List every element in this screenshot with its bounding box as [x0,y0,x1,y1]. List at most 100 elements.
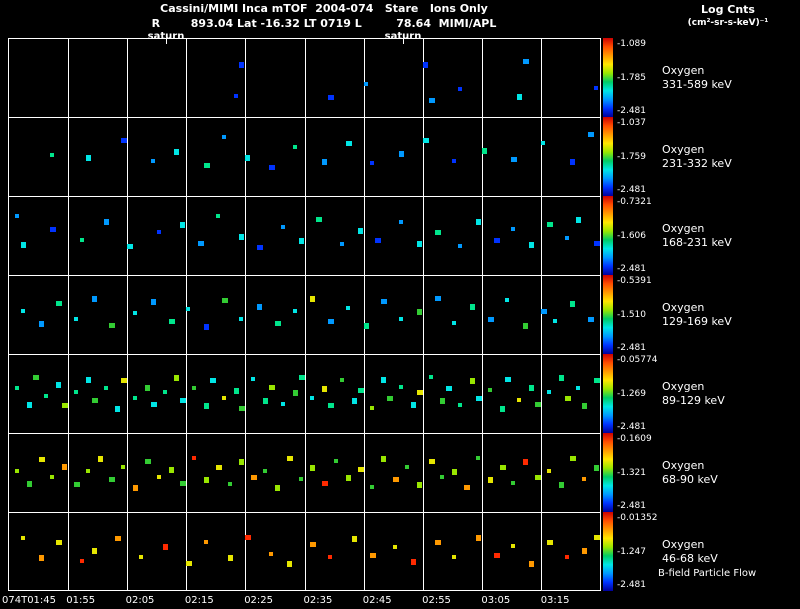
data-point [517,397,522,402]
data-point [594,378,600,384]
data-point [292,308,297,313]
gridline [68,118,70,196]
data-point [399,316,404,321]
data-point [85,376,91,383]
gridline [422,197,424,275]
gridline [304,197,306,275]
data-point [274,321,281,327]
colorbar [603,38,613,117]
data-point [233,387,239,394]
data-point [399,384,404,389]
data-point [369,553,376,559]
data-point [452,469,458,476]
plot-subtitle: R 893.04 Lat -16.32 LT 0719 L 78.64 MIMI… [151,17,497,30]
data-point [180,480,187,486]
data-point [582,476,587,481]
data-point [363,322,369,329]
time-label: 03:05 [481,595,511,606]
time-label: 02:45 [362,595,392,606]
gridline [127,513,129,590]
gridline [540,39,542,117]
data-point [50,153,55,158]
data-point [511,157,518,162]
data-point [298,237,304,244]
data-point [499,405,505,412]
data-point [56,539,63,545]
data-point [440,474,445,479]
data-point [594,534,600,540]
gridline [304,276,306,354]
panel-row-3: -0.7321 -1.606 -2.481 Oxygen 168-231 keV [0,196,800,275]
gridline [127,39,129,117]
data-point [156,229,161,234]
data-point [534,401,541,407]
gridline [186,118,188,196]
data-point [269,164,276,170]
species-name: Oxygen [662,142,705,156]
time-label: 02:55 [422,595,451,606]
species-label: Oxygen 331-589 keV [662,64,732,92]
data-point [416,308,422,315]
data-point [558,374,564,381]
data-point [505,376,512,382]
data-point [133,311,138,316]
panel-row-6: -0.1609 -1.321 -2.481 Oxygen 68-90 keV [0,433,800,512]
gridline [481,434,483,512]
data-point [381,455,387,462]
colorbar [603,433,613,512]
colorbar-max-label: -1.037 [617,118,647,128]
panel-row-7: -0.01352 -1.247 -2.481 Oxygen 46-68 keV [0,512,800,591]
colorbar-mid-label: -1.269 [617,388,647,399]
gridline [186,39,188,117]
data-point [209,378,216,384]
data-point [144,458,151,464]
species-label: Oxygen 46-68 keV [662,538,718,566]
gridline [422,39,424,117]
time-label: 074T01:45 [2,595,57,606]
data-point [546,390,551,395]
data-point [511,226,516,231]
data-point [310,295,316,302]
data-point [192,455,197,460]
data-point [91,547,97,554]
data-point [38,457,45,463]
gridline [304,434,306,512]
data-point [310,395,315,400]
data-point [103,218,109,225]
data-point [576,216,582,223]
gridline [245,39,247,117]
colorbar-max-label: -0.1609 [617,434,652,444]
data-point [221,395,226,400]
data-point [257,304,263,311]
data-point [127,243,134,249]
gridline [186,355,188,433]
data-point [475,395,482,401]
data-point [399,220,404,225]
data-point [121,137,128,143]
data-point [74,316,78,321]
data-point [393,476,400,482]
data-point [357,228,363,235]
data-point [186,560,193,566]
panel-row-5: -0.05774 -1.269 -2.481 Oxygen 89-129 keV [0,354,800,433]
data-point [121,378,128,384]
time-label: 02:25 [244,595,274,606]
gridline [481,197,483,275]
data-point [339,242,344,247]
data-point [416,390,423,396]
gridline [422,118,424,196]
data-point [74,482,80,488]
data-point [20,308,25,313]
data-panel-4 [8,275,601,354]
species-label: Oxygen 168-231 keV [662,222,732,250]
data-point [594,465,600,472]
data-point [375,237,382,243]
data-point [115,405,121,412]
gridline [363,513,365,590]
data-point [381,376,387,383]
colorbar-min-label: -2.481 [617,343,647,353]
data-point [322,158,328,165]
gridline [68,197,70,275]
data-point [292,390,298,397]
